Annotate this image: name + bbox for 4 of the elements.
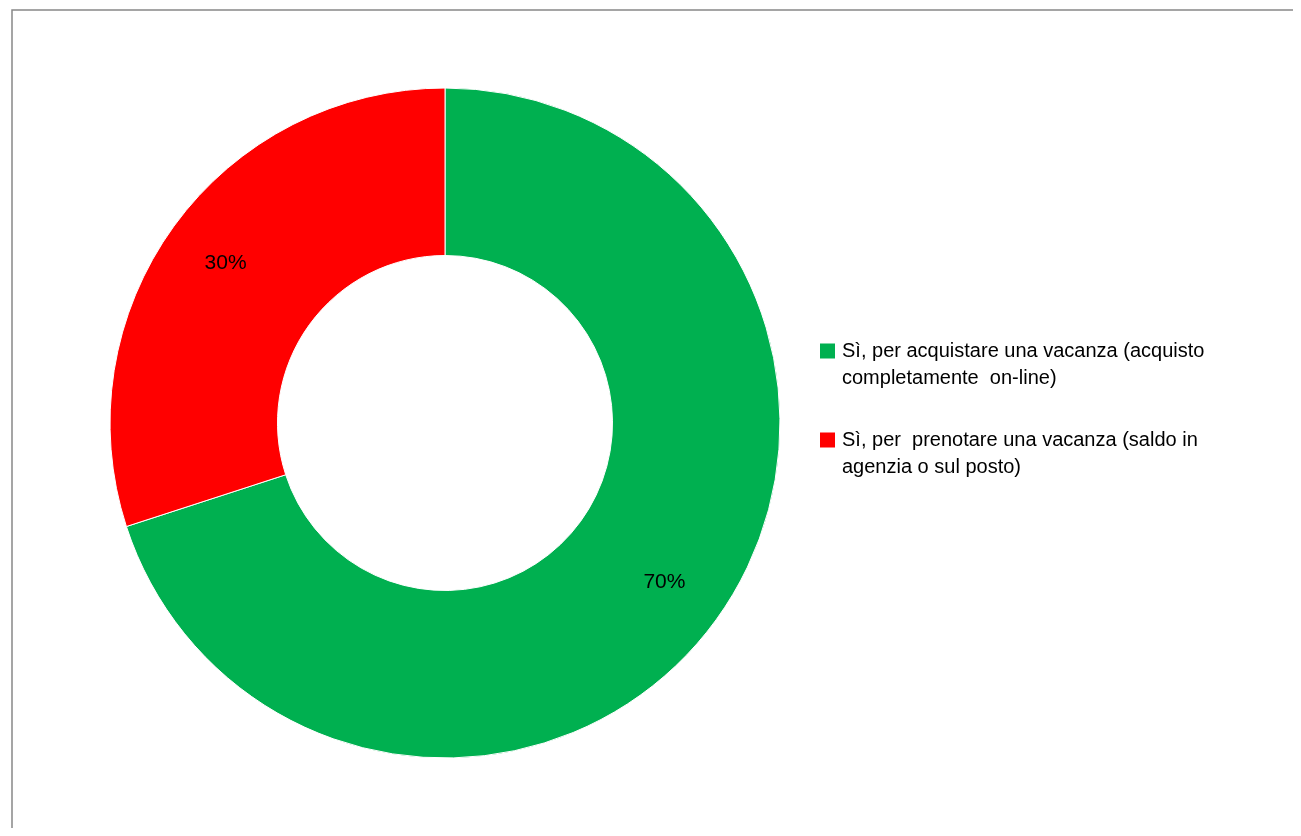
legend-label: Sì, per prenotare una vacanza (saldo in agenzia o sul posto) [842, 427, 1198, 477]
legend-label: Sì, per acquistare una vacanza (acquisto completamente on-line) [842, 338, 1205, 388]
data-label: 30% [204, 250, 247, 274]
data-label: 70% [643, 568, 686, 592]
